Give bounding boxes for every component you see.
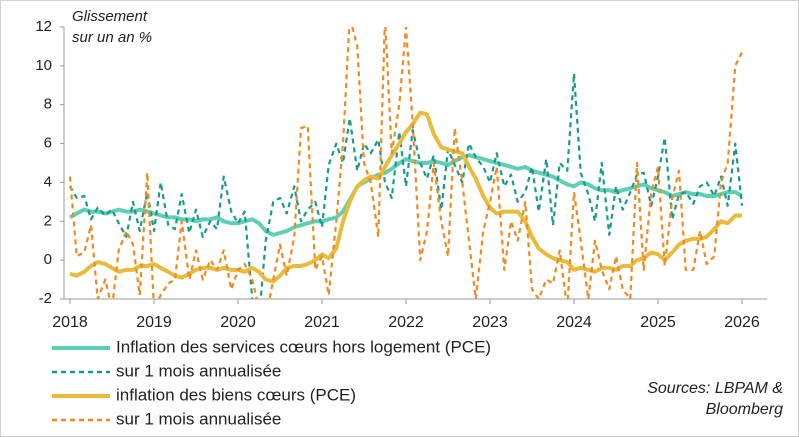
x-tick-label: 2021	[304, 314, 340, 331]
legend-label: sur 1 mois annualisée	[116, 361, 281, 380]
x-tick-label: 2022	[388, 314, 424, 331]
x-tick-label: 2020	[220, 314, 256, 331]
y-tick-label: 12	[35, 18, 52, 35]
series-line	[69, 72, 744, 299]
series-line	[69, 110, 742, 284]
y-tick-label: 2	[44, 212, 52, 229]
y-tick-label: 10	[35, 57, 52, 74]
legend-label: inflation des biens cœurs (PCE)	[116, 385, 356, 404]
x-tick-label: 2023	[472, 314, 508, 331]
series-line	[68, 153, 744, 237]
legend-label: Inflation des services cœurs hors logeme…	[116, 337, 491, 356]
y-tick-label: 0	[44, 251, 52, 268]
x-tick-label: 2025	[640, 314, 676, 331]
x-tick-label: 2018	[52, 314, 88, 331]
x-tick-label: 2026	[724, 314, 760, 331]
y-tick-label: 4	[44, 173, 52, 190]
y-tick-label: -2	[39, 290, 52, 307]
series-line	[68, 27, 743, 299]
legend-label: sur 1 mois annualisée	[116, 409, 281, 428]
x-tick-label: 2019	[136, 314, 172, 331]
source: Sources: LBPAM & Bloomberg	[647, 380, 783, 418]
chart-subtitle: sur un an %	[72, 29, 152, 46]
chart-title: Glissement	[72, 8, 148, 25]
y-tick-label: 8	[44, 96, 52, 113]
y-tick-label: 6	[44, 135, 52, 152]
x-tick-label: 2024	[556, 314, 592, 331]
